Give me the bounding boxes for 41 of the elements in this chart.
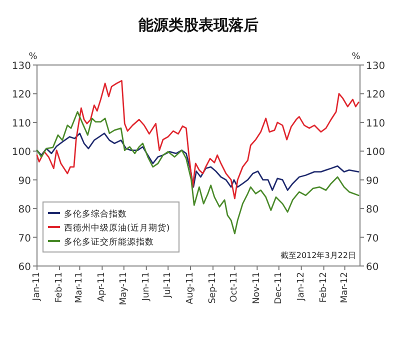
x-tick-label: Oct-11 — [230, 272, 240, 302]
y2-tick-label: 80 — [366, 204, 379, 216]
x-tick-label: Jan-12 — [296, 272, 306, 302]
line-series — [36, 111, 360, 234]
x-tick-label: Dec-11 — [274, 272, 284, 304]
y-tick-label: 130 — [12, 61, 31, 72]
y2-tick-label: 130 — [366, 61, 386, 72]
x-tick-label: Mar-12 — [340, 272, 350, 304]
y-tick-label: 100 — [12, 147, 31, 158]
y2-tick-label: 120 — [366, 90, 386, 101]
y2-axis-title: % — [352, 52, 361, 62]
x-tick-label: May-11 — [118, 272, 129, 306]
x-tick-label: Jun-11 — [141, 272, 152, 302]
line-series — [36, 132, 360, 191]
annotation: 截至2012年3月22日 — [280, 251, 356, 260]
legend-label: 多伦多证交所能源指数 — [64, 236, 154, 248]
x-tick-label: Feb-12 — [318, 272, 329, 303]
x-tick-label: Nov-11 — [252, 272, 262, 304]
legend-label: 西德州中级原油(近月期货) — [64, 222, 170, 234]
y-tick-label: 110 — [12, 118, 31, 130]
y-tick-label: 70 — [18, 233, 31, 244]
y2-tick-label: 60 — [366, 262, 379, 273]
chart-title: 能源类股表现落后 — [138, 16, 258, 34]
y-tick-label: 80 — [18, 204, 31, 216]
legend-label: 多伦多综合指数 — [64, 208, 127, 220]
y-tick-label: 60 — [18, 262, 31, 273]
x-tick-label: Jul-11 — [163, 272, 174, 299]
x-tick-label: Mar-11 — [74, 272, 85, 304]
line-series — [36, 80, 360, 200]
x-tick-label: Aug-11 — [186, 272, 196, 304]
y-axis-title: % — [28, 52, 38, 62]
y2-tick-label: 110 — [366, 118, 386, 130]
x-tick-label: Jan-11 — [32, 272, 42, 302]
x-tick-label: Apr-11 — [97, 272, 108, 302]
y2-tick-label: 70 — [366, 233, 379, 244]
x-tick-label: Feb-11 — [54, 272, 64, 303]
y2-tick-label: 90 — [366, 176, 379, 187]
y2-tick-label: 100 — [366, 147, 386, 158]
y-tick-label: 90 — [18, 176, 31, 187]
y-tick-label: 120 — [12, 90, 31, 101]
x-tick-label: Sep-11 — [208, 272, 218, 304]
